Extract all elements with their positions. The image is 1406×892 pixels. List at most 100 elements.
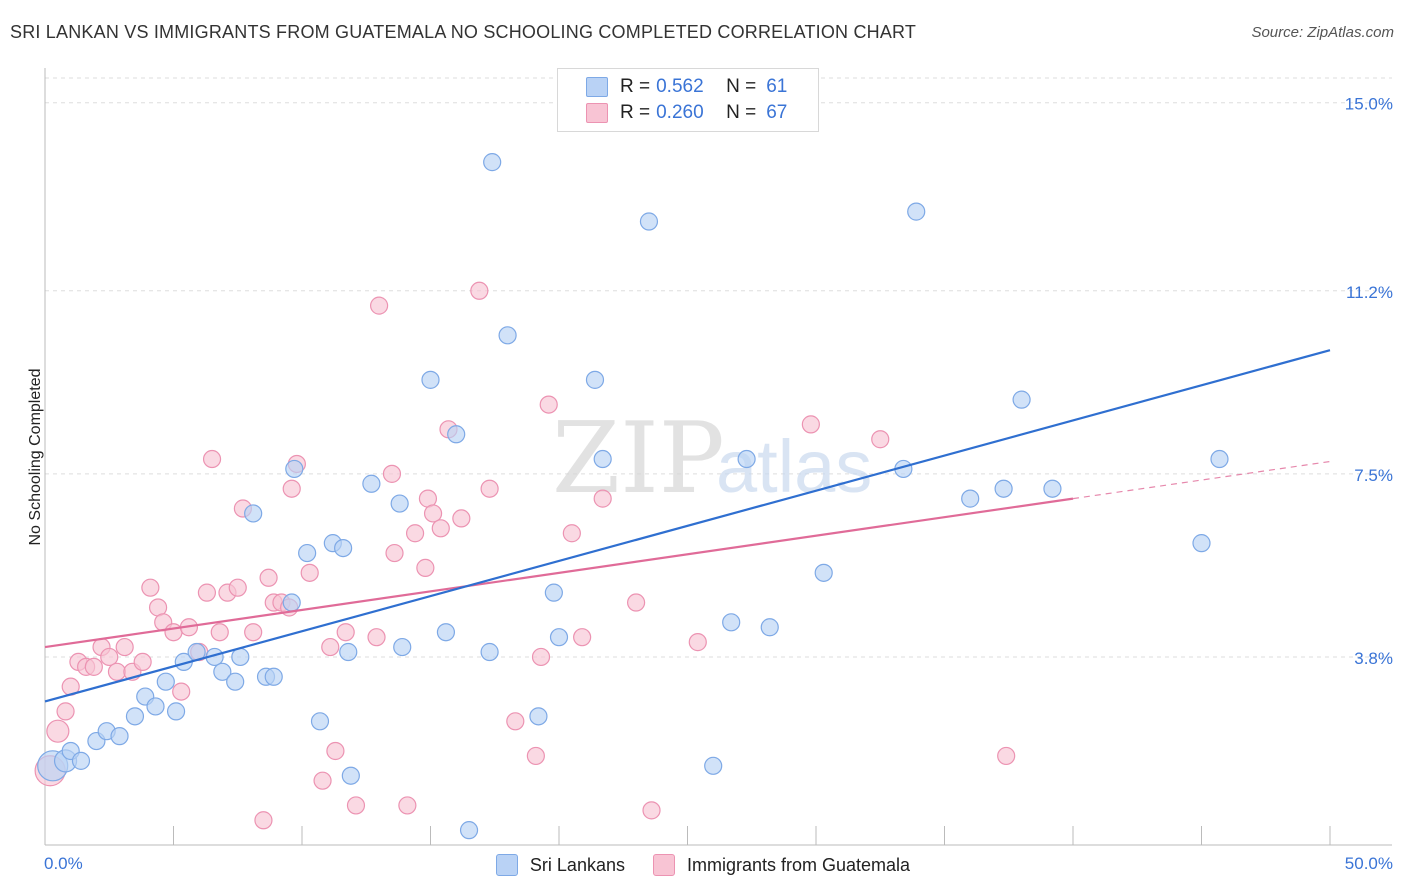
sri-lankan-point [639,212,659,231]
legend-item-sri-lankans[interactable]: Sri Lankans [495,854,625,876]
guatemala-point [526,746,545,766]
x-tick-label: 50.0% [1345,854,1393,873]
sri-lankan-point [226,672,245,691]
guatemala-point [423,504,443,523]
guatemala-point [100,647,119,667]
guatemala-point [336,623,355,642]
sri-lankan-point [722,613,741,632]
guatemala-point [405,524,425,543]
sri-lankan-point [907,202,926,221]
guatemala-point [133,652,152,672]
axes [44,68,1392,846]
guatemala-point [562,524,581,543]
sri-lankan-point [593,449,612,469]
sri-lankan-point [1012,390,1031,409]
guatemala-point [172,682,191,701]
sri-lankan-point [393,637,412,657]
r-label: R = [620,102,651,123]
y-tick-label: 7.5% [1354,466,1393,485]
sri-lankan-point [310,712,330,731]
sri-lankan-point [961,489,980,508]
sri-lankan-point [1210,449,1229,469]
guatemala-point [210,623,229,642]
guatemala-point [300,563,319,582]
sri-lankan-point [231,647,250,667]
guatemala-point [416,558,435,577]
guatemala-point [642,801,661,820]
sri-lankan-point [264,667,283,686]
blue-swatch [586,77,608,97]
watermark: ZIP atlas [552,402,872,516]
watermark-zip: ZIP [552,402,725,516]
sri-lankan-point [994,479,1013,498]
sri-lankan-point [341,766,360,785]
sri-lankan-point [298,543,317,563]
sri-lankan-point [390,494,409,513]
guatemala-point [801,415,820,434]
guatemala-point [626,593,646,612]
sri-lankan-point [213,662,232,681]
guatemala-point [370,296,389,315]
guatemala-point [480,479,499,498]
guatemala-trendline-dashed [1072,460,1331,500]
guatemala-point [84,657,103,676]
sri-lankan-point [459,821,479,840]
guatemala-point [164,623,183,642]
guatemala-trendline [44,497,1074,649]
guatemala-point [56,702,75,721]
sri-lankan-point [166,702,186,721]
guatemala-point [259,568,278,587]
guatemala-point [871,430,890,449]
sri-lankan-point [156,672,175,691]
sri-lankan-point [544,583,563,602]
sri-lankan-point [334,538,353,558]
sri-lankan-point [549,628,569,647]
sri-lankan-point [737,449,756,469]
guatemala-point [254,811,273,830]
y-tick-label: 3.8% [1354,649,1393,668]
guatemala-point [321,637,340,657]
guatemala-point [688,633,707,652]
guatemala-point [326,741,345,761]
guatemala-point [431,519,450,538]
y-tick-label: 15.0% [1345,95,1393,114]
x-tick-label: 0.0% [44,854,83,873]
guatemala-point [228,578,247,597]
sri-lankan-point [146,697,165,716]
tick-labels: 3.8% 7.5% 11.2% 15.0% 0.0% 50.0% [44,95,1393,873]
sri-lankan-point [483,153,502,172]
stats-row-sri-lankans: R = 0.562 N = 61 [586,75,787,99]
sri-lankan-point [760,618,779,637]
sri-lankan-point [498,326,517,345]
sri-lankan-point [71,751,91,770]
guatemala-point [197,583,217,602]
legend-label: Sri Lankans [529,854,625,875]
sri-lankan-point [285,459,304,479]
legend-item-guatemala[interactable]: Immigrants from Guatemala [652,854,911,876]
stats-legend: R = 0.562 N = 61 R = 0.260 N = 67 [557,68,819,132]
blue-swatch [495,854,518,876]
guatemala-point [452,509,471,528]
legend-label: Immigrants from Guatemala [686,854,911,875]
guatemala-point [382,464,402,483]
r-value: 0.562 [656,76,704,97]
guatemala-point [313,771,332,790]
sri-lankan-point [421,370,440,389]
guatemala-point [470,281,489,300]
series-legend: Sri Lankans Immigrants from Guatemala [0,852,1406,878]
guatemala-point [46,719,70,743]
sri-lankan-point [585,370,605,389]
guatemala-point [506,712,525,731]
guatemala-point [573,628,592,647]
sri-lankan-point [480,642,499,662]
guatemala-point [997,746,1016,766]
sri-lankan-point [1043,479,1062,498]
stats-row-guatemala: R = 0.260 N = 67 [586,101,787,125]
guatemala-point [115,637,134,657]
chart-title: SRI LANKAN VS IMMIGRANTS FROM GUATEMALA … [10,22,917,42]
r-value: 0.260 [656,102,704,123]
guatemala-point [244,623,263,642]
guatemala-point [282,479,301,498]
guatemala-point [593,489,612,508]
